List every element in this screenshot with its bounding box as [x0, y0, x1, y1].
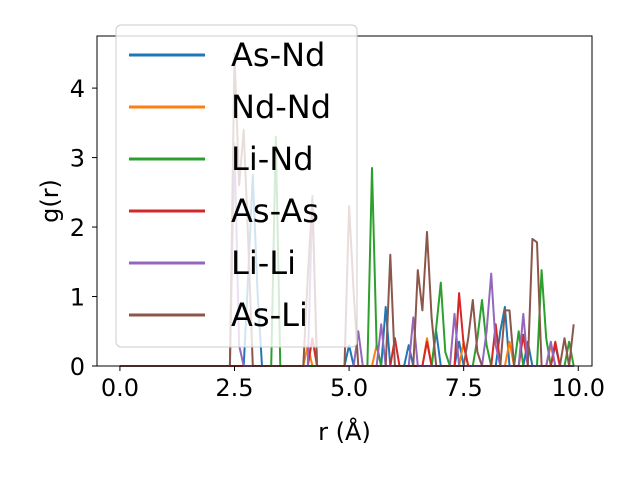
y-tick-label: 0 [70, 353, 85, 381]
x-axis-label: r (Å) [318, 417, 371, 446]
y-tick-label: 3 [70, 145, 85, 173]
y-tick-label: 2 [70, 214, 85, 242]
series-line-li-nd [119, 135, 575, 367]
legend-label: Li-Nd [231, 140, 314, 178]
y-axis-ticks: 0 1 2 3 4 [70, 75, 97, 381]
legend: As-Nd Nd-Nd Li-Nd As-As Li-Li As-Li [115, 24, 358, 348]
x-tick-label: 5.0 [330, 374, 368, 402]
y-axis-label: g(r) [36, 179, 64, 223]
x-axis-ticks: 0.0 2.5 5.0 7.5 10.0 [101, 366, 605, 402]
x-tick-label: 0.0 [101, 374, 139, 402]
x-tick-label: 2.5 [215, 374, 253, 402]
x-tick-label: 10.0 [552, 374, 605, 402]
legend-label: As-Nd [231, 36, 325, 74]
legend-label: Li-Li [231, 244, 296, 282]
y-tick-label: 1 [70, 284, 85, 312]
legend-label: As-As [231, 192, 319, 230]
legend-label: As-Li [231, 296, 308, 334]
legend-label: Nd-Nd [231, 88, 331, 126]
y-tick-label: 4 [70, 75, 85, 103]
x-tick-label: 7.5 [445, 374, 483, 402]
